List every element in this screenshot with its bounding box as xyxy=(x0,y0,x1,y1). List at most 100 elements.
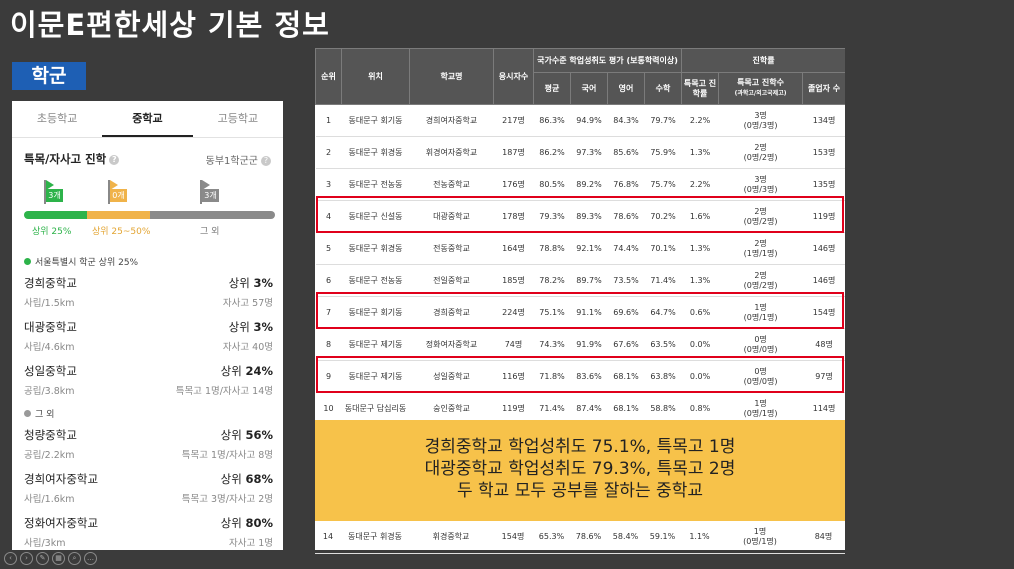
group-header-text: 그 외 xyxy=(35,410,55,420)
cell-special-count: 2명 (1명/1명) xyxy=(718,232,803,265)
tab-high[interactable]: 고등학교 xyxy=(217,112,259,125)
cell-location: 동대문구 신설동 xyxy=(341,200,410,233)
flag-icon xyxy=(110,180,118,190)
cell-avg: 65.3% xyxy=(533,521,570,554)
cell-kor: 89.2% xyxy=(570,168,608,201)
district-help-icon[interactable]: ? xyxy=(261,156,271,166)
bar-label-other: 그 외 xyxy=(200,227,220,237)
special-count-detail: (0명/1명) xyxy=(743,536,777,546)
cell-applicants: 185명 xyxy=(493,264,534,297)
cell-kor: 94.9% xyxy=(570,104,608,137)
special-count-value: 1명 xyxy=(753,526,767,536)
cell-special-rate: 1.3% xyxy=(681,264,719,297)
cell-avg: 71.8% xyxy=(533,360,571,393)
rank-prefix: 상위 xyxy=(220,364,246,378)
school-rank: 상위 80% xyxy=(221,515,273,531)
cell-special-count: 2명 (0명/2명) xyxy=(718,264,803,297)
cell-eng: 74.4% xyxy=(607,232,645,265)
rank-prefix: 상위 xyxy=(228,320,254,334)
special-count-value: 2명 xyxy=(754,206,767,216)
gray-dot-icon xyxy=(24,410,31,417)
cell-eng: 78.6% xyxy=(607,200,645,233)
special-count-label: 특목고 진학수 xyxy=(737,78,785,87)
rank-value: 80% xyxy=(245,516,273,530)
cell-location: 동대문구 제기동 xyxy=(341,328,410,361)
zoom-icon[interactable]: ⌕ xyxy=(68,552,81,565)
more-icon[interactable]: … xyxy=(84,552,97,565)
cell-rank: 10 xyxy=(315,392,342,425)
table-row: 6 동대문구 전농동 전일중학교 185명 78.2% 89.7% 73.5% 71.4% 1.… xyxy=(315,264,845,297)
callout-line: 경희중학교 학업성취도 75.1%, 특목고 1명 xyxy=(424,437,736,457)
school-item[interactable]: 정화여자중학교 상위 80% 사립/3km 자사고 1명 xyxy=(24,515,273,550)
tab-middle[interactable]: 중학교 xyxy=(102,101,193,137)
school-ranking-table: 순위 위치 학교명 응시자수 국가수준 학업성취도 평가 (보통학력이상) 진학… xyxy=(315,48,845,550)
slide-nav-controls: ‹ › ✎ ▦ ⌕… xyxy=(4,552,97,565)
slides-icon[interactable]: ▦ xyxy=(52,552,65,565)
highlight-box-kyunghee xyxy=(316,292,844,329)
school-admission: 특목고 3명/자사고 2명 xyxy=(181,494,273,505)
cell-school: 정화여자중학교 xyxy=(409,328,494,361)
cell-eng: 85.6% xyxy=(607,136,645,169)
table-row: 10 동대문구 답십리동 숭인중학교 119명 71.4% 87.4% 68.1% 58.8%… xyxy=(315,392,845,425)
cell-special-rate: 2.2% xyxy=(681,168,719,201)
cell-math: 70.1% xyxy=(644,232,682,265)
flag-icon xyxy=(46,180,54,190)
special-count-sublabel: (과학고/외고국제고) xyxy=(734,90,787,97)
special-count-value: 3명 xyxy=(754,174,767,184)
special-count-value: 3명 xyxy=(754,110,767,120)
cell-special-count: 1명 (0명/1명) xyxy=(718,392,803,425)
cell-special-rate: 1.3% xyxy=(681,232,719,265)
cell-special-rate: 0.0% xyxy=(681,360,719,393)
cell-avg: 80.5% xyxy=(533,168,571,201)
cell-grad: 134명 xyxy=(802,104,845,137)
school-item[interactable]: 대광중학교 상위 3% 사립/4.6km 자사고 40명 xyxy=(24,319,273,357)
cell-math: 63.5% xyxy=(644,328,682,361)
special-count-value: 2명 xyxy=(754,270,767,280)
school-admission: 자사고 40명 xyxy=(222,342,273,353)
pen-icon[interactable]: ✎ xyxy=(36,552,49,565)
school-item[interactable]: 성일중학교 상위 24% 공립/3.8km 특목고 1명/자사고 14명 xyxy=(24,363,273,401)
cell-special-count: 2명 (0명/2명) xyxy=(718,136,803,169)
school-name: 정화여자중학교 xyxy=(24,516,99,530)
flag-marker-other: 3개 xyxy=(200,180,220,204)
school-item[interactable]: 경희중학교 상위 3% 사립/1.5km 자사고 57명 xyxy=(24,275,273,313)
cell-eng: 67.6% xyxy=(607,328,645,361)
col-math: 수학 xyxy=(643,72,683,105)
flag-count: 3개 xyxy=(202,189,219,202)
cell-school: 전농중학교 xyxy=(409,168,494,201)
tab-elementary[interactable]: 초등학교 xyxy=(36,112,78,125)
cell-eng: 76.8% xyxy=(607,168,645,201)
cell-grad: 114명 xyxy=(802,392,845,425)
rank-value: 3% xyxy=(253,276,273,290)
flag-pole xyxy=(108,180,110,204)
cell-applicants: 154명 xyxy=(493,521,533,554)
cell-avg: 86.3% xyxy=(533,104,571,137)
school-item[interactable]: 경희여자중학교 상위 68% 사립/1.6km 특목고 3명/자사고 2명 xyxy=(24,471,273,509)
col-avg: 평균 xyxy=(533,72,571,105)
cell-rank: 8 xyxy=(315,328,342,361)
school-name: 성일중학교 xyxy=(24,364,77,378)
cell-rank: 5 xyxy=(315,232,342,265)
cell-school: 성일중학교 xyxy=(409,360,494,393)
group-header-top25: 서울특별시 학군 상위 25% xyxy=(24,255,138,268)
school-item[interactable]: 청량중학교 상위 56% 공립/2.2km 특목고 1명/자사고 8명 xyxy=(24,427,273,465)
cell-location: 동대문구 휘경동 xyxy=(341,232,410,265)
cell-special-count: 3명 (0명/3명) xyxy=(718,104,803,137)
special-count-value: 2명 xyxy=(754,142,767,152)
cell-eng: 73.5% xyxy=(607,264,645,297)
special-count-value: 0명 xyxy=(754,366,767,376)
col-group-national: 국가수준 학업성취도 평가 (보통학력이상) xyxy=(532,48,683,73)
rank-value: 24% xyxy=(245,364,273,378)
cell-grad: 146명 xyxy=(802,264,845,297)
cell-grad: 84명 xyxy=(802,521,845,554)
district-label: 동부1학군군? xyxy=(206,152,271,167)
next-icon[interactable]: › xyxy=(20,552,33,565)
table-row: 9 동대문구 제기동 성일중학교 116명 71.8% 83.6% 68.1% 63.8% 0.… xyxy=(315,360,845,393)
cell-math: 59.1% xyxy=(644,521,681,554)
group-header-other: 그 외 xyxy=(24,407,54,420)
help-icon[interactable]: ? xyxy=(109,155,120,165)
special-count-detail: (0명/2명) xyxy=(743,280,778,290)
cell-school: 대광중학교 xyxy=(409,200,494,233)
flag-count: 3개 xyxy=(46,189,63,202)
prev-icon[interactable]: ‹ xyxy=(4,552,17,565)
